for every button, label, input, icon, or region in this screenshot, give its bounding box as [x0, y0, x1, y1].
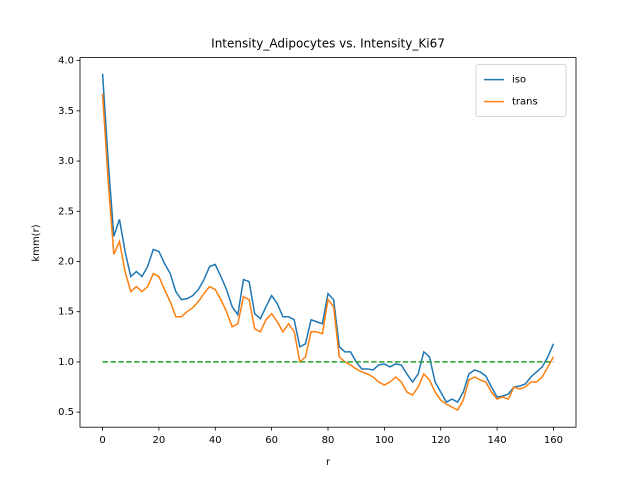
chart-title: Intensity_Adipocytes vs. Intensity_Ki67	[211, 37, 445, 51]
x-tick-label: 0	[99, 435, 105, 446]
y-tick-label: 2.5	[58, 206, 74, 217]
x-tick-label: 100	[375, 435, 394, 446]
legend-box	[475, 64, 567, 117]
y-axis-label: kmm(r)	[31, 224, 42, 261]
x-tick-label: 20	[153, 435, 166, 446]
x-tick-label: 120	[431, 435, 450, 446]
y-tick-label: 0.5	[58, 407, 74, 418]
x-tick-label: 40	[209, 435, 222, 446]
x-tick-label: 80	[322, 435, 335, 446]
legend-label: trans	[512, 97, 538, 108]
x-axis-label: r	[326, 457, 331, 468]
series-line	[101, 93, 555, 412]
y-tick-label: 3.5	[58, 106, 74, 117]
x-tick-label: 140	[488, 435, 507, 446]
legend-label: iso	[512, 75, 526, 86]
y-tick-label: 2.0	[58, 256, 74, 267]
plot-frame	[79, 57, 577, 428]
y-tick-label: 3.0	[58, 156, 74, 167]
x-tick-label: 160	[544, 435, 563, 446]
x-tick-label: 60	[265, 435, 278, 446]
y-tick-label: 4.0	[58, 56, 74, 67]
y-tick-label: 1.0	[58, 357, 74, 368]
series-line	[101, 73, 555, 404]
y-tick-label: 1.5	[58, 307, 74, 318]
